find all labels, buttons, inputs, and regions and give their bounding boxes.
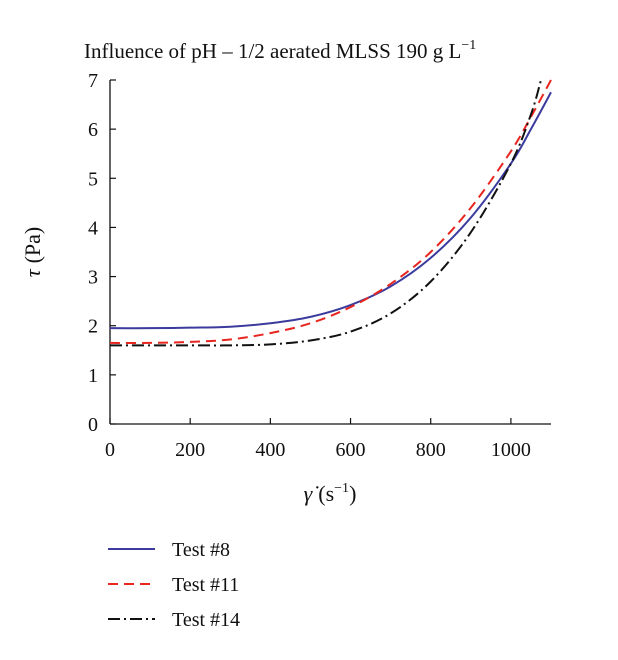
- x-tick-label: 800: [416, 439, 446, 461]
- legend-label: Test #8: [172, 539, 230, 561]
- y-tick-label: 7: [88, 70, 98, 92]
- y-tick-label: 4: [88, 217, 98, 239]
- y-axis-label: τ(Pa): [20, 227, 45, 278]
- x-tick-label: 600: [336, 439, 366, 461]
- y-tick-label: 2: [88, 316, 98, 338]
- x-tick-label: 400: [255, 439, 285, 461]
- x-ticks: 0 200 400 600 800 1000: [105, 418, 531, 461]
- y-tick-label: 0: [88, 414, 98, 436]
- x-axis-label: γ̇ (s−1): [304, 481, 357, 506]
- y-tick-label: 5: [88, 168, 98, 190]
- chart-title: Influence of pH – 1/2 aerated MLSS 190 g…: [84, 38, 476, 63]
- x-tick-label: 200: [175, 439, 205, 461]
- y-tick-label: 3: [88, 267, 98, 289]
- legend-item-test-8: Test #8: [108, 539, 230, 561]
- legend-item-test-14: Test #14: [108, 609, 240, 631]
- x-tick-label: 0: [105, 439, 115, 461]
- series-line-test-11: [109, 79, 552, 344]
- series-line-test-14: [110, 79, 542, 347]
- y-tick-label: 6: [88, 119, 98, 141]
- legend-label: Test #14: [172, 609, 240, 631]
- legend-item-test-11: Test #11: [108, 574, 239, 596]
- legend: Test #8 Test #11 Test #14: [108, 539, 240, 631]
- y-tick-label: 1: [88, 365, 98, 387]
- y-ticks: 0 1 2 3 4 5 6 7: [88, 70, 116, 436]
- series-line-test-8: [109, 91, 552, 330]
- legend-label: Test #11: [172, 574, 239, 596]
- series-group: [109, 79, 552, 347]
- x-tick-label: 1000: [491, 439, 531, 461]
